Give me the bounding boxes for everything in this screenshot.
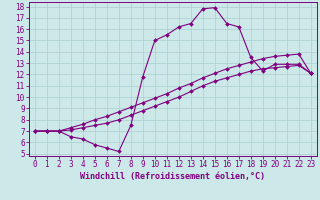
X-axis label: Windchill (Refroidissement éolien,°C): Windchill (Refroidissement éolien,°C) — [80, 172, 265, 181]
